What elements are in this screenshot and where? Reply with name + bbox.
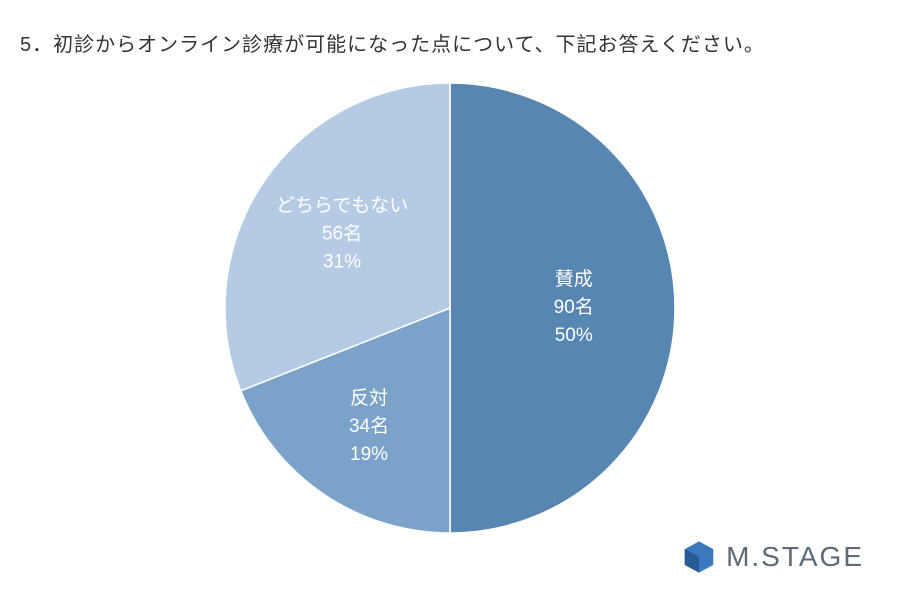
brand-logo: M.STAGE xyxy=(682,540,864,574)
question-title: 5．初診からオンライン診療が可能になった点について、下記お答えください。 xyxy=(20,28,765,57)
pie-chart: 賛成90名50%反対34名19%どちらでもない56名31% xyxy=(220,78,680,538)
pie-slice-label-agree: 賛成90名50% xyxy=(554,268,594,346)
logo-hexagon-icon xyxy=(682,540,716,574)
pie-chart-container: 賛成90名50%反対34名19%どちらでもない56名31% xyxy=(0,78,900,538)
pie-slice-label-disagree: 反対34名19% xyxy=(349,387,389,465)
logo-text: M.STAGE xyxy=(726,541,864,573)
